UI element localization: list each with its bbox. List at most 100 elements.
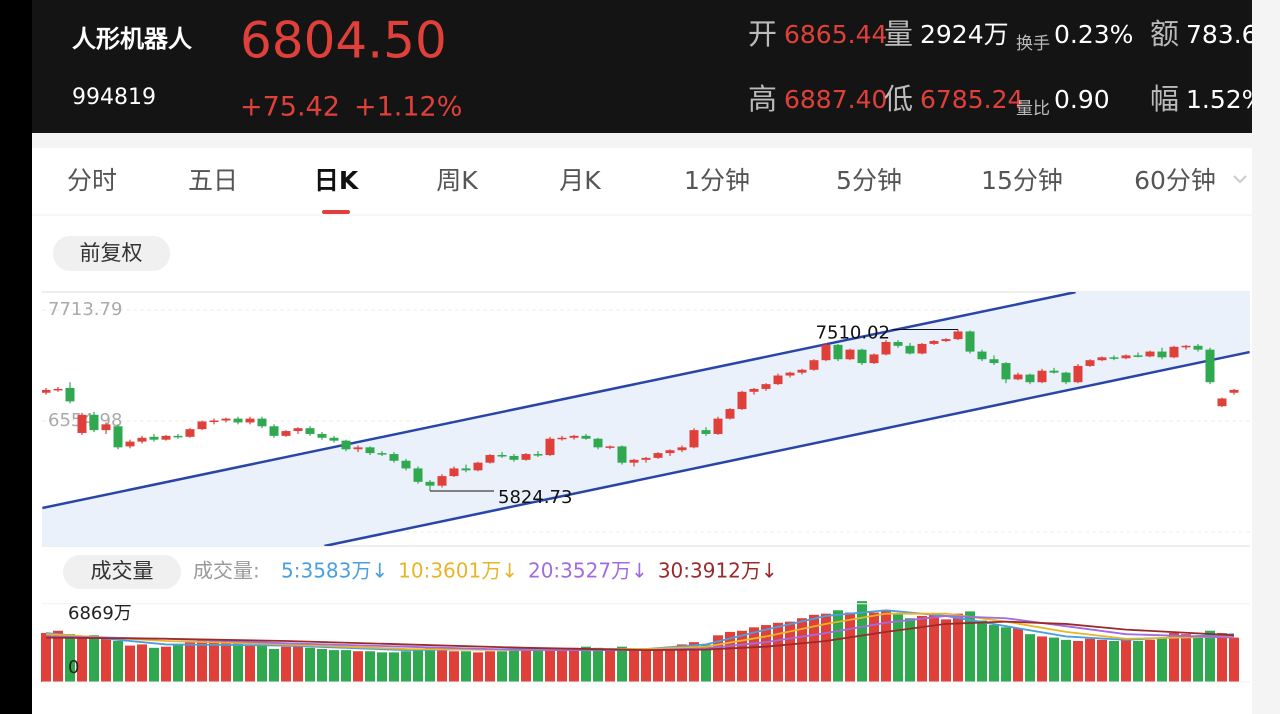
candle-body	[317, 433, 327, 438]
candle-body	[1157, 351, 1167, 358]
volume-bar	[869, 612, 879, 682]
volume-bar	[641, 648, 651, 682]
right-edge	[1252, 0, 1280, 714]
candle-body	[245, 418, 255, 423]
volume-bar	[1097, 639, 1107, 682]
volume-bar	[893, 613, 903, 682]
candle-body	[1181, 345, 1191, 348]
volume-bar	[401, 651, 411, 682]
volume-bar	[761, 625, 771, 682]
adjust-button[interactable]	[53, 236, 170, 271]
volume-bar	[245, 644, 255, 682]
tab[interactable]: 1分钟	[684, 166, 750, 195]
volume-bar	[737, 630, 747, 682]
candle-body	[1109, 357, 1119, 359]
stat-value: 1.52%	[1186, 85, 1265, 114]
volume-bar	[749, 627, 759, 682]
candle-body	[953, 331, 963, 340]
volume-bar	[809, 614, 819, 682]
candle-body	[797, 369, 807, 373]
volume-bar	[53, 630, 63, 682]
volume-bar	[605, 648, 615, 682]
candle-body	[977, 351, 987, 360]
tab[interactable]: 60分钟	[1134, 166, 1216, 195]
volume-bar	[305, 647, 315, 682]
candle-body	[1025, 374, 1035, 383]
volume-bar	[1013, 628, 1023, 682]
volume-bar	[1217, 633, 1227, 682]
candle-body	[1193, 345, 1203, 350]
stat-label: 幅	[1150, 82, 1179, 116]
tab[interactable]: 月K	[559, 166, 601, 195]
candle-body	[173, 435, 183, 438]
stat-label: 开	[748, 17, 777, 51]
candle-body	[665, 450, 675, 454]
volume-bar	[1061, 639, 1071, 682]
volume-bar	[1109, 641, 1119, 682]
candle-body	[833, 344, 843, 360]
volume-bar	[845, 612, 855, 682]
candle-body	[149, 436, 159, 440]
volume-bar	[329, 650, 339, 682]
volume-bar	[485, 651, 495, 682]
candle-body	[821, 344, 831, 361]
volume-bar	[905, 618, 915, 682]
candle-body	[761, 384, 771, 389]
volume-bar	[1193, 635, 1203, 682]
candle-body	[1169, 346, 1179, 358]
volume-label: 成交量:	[193, 559, 260, 583]
volume-bar	[1157, 637, 1167, 682]
volume-button[interactable]	[63, 555, 181, 589]
candle-body	[689, 430, 699, 448]
candle-body	[461, 468, 471, 471]
candle-body	[929, 341, 939, 344]
volume-bar	[509, 650, 519, 682]
stock-code: 994819	[72, 85, 156, 110]
candle-body	[557, 437, 567, 440]
volume-bar	[1205, 630, 1215, 682]
candle-body	[1073, 365, 1083, 383]
candle-body	[413, 468, 423, 482]
volume-bar	[701, 644, 711, 682]
stat-value: 6865.44	[784, 20, 887, 49]
candle-body	[77, 414, 87, 433]
candle-body	[785, 372, 795, 376]
volume-bar	[677, 644, 687, 682]
volume-bar	[713, 635, 723, 682]
stat-label: 低	[884, 82, 913, 116]
volume-bar	[341, 650, 351, 682]
candle-body	[185, 429, 195, 437]
volume-bar	[1145, 639, 1155, 682]
change-pct: +1.12%	[354, 92, 462, 123]
candle-body	[473, 462, 483, 471]
volume-bar	[89, 635, 99, 682]
candle-body	[221, 418, 231, 421]
tab[interactable]: 5分钟	[836, 166, 902, 195]
candle-body	[497, 455, 507, 457]
candle-body	[161, 435, 171, 440]
volume-bar	[593, 647, 603, 682]
candle-body	[1037, 370, 1047, 383]
volume-bar	[1025, 634, 1035, 682]
volume-bar	[125, 645, 135, 682]
candle-body	[617, 446, 627, 463]
candle-body	[869, 354, 879, 364]
tab[interactable]: 15分钟	[981, 166, 1063, 195]
tab[interactable]: 日K	[314, 166, 360, 195]
tab[interactable]: 五日	[188, 166, 238, 195]
candle-body	[209, 420, 219, 423]
candle-body	[137, 437, 147, 442]
tab[interactable]: 分时	[67, 166, 117, 195]
stat-value: 2924万	[920, 20, 1009, 49]
y-tick-label: 7713.79	[48, 299, 122, 320]
volume-bar	[1073, 641, 1083, 682]
candle-body	[1061, 372, 1071, 383]
tab-indicator	[322, 210, 350, 214]
tab-more[interactable]	[1233, 175, 1247, 184]
change: +75.42	[240, 92, 340, 123]
volume-bar	[77, 636, 87, 682]
stat-value: 6887.40	[784, 85, 887, 114]
header	[32, 0, 1252, 133]
candle-body	[737, 391, 747, 410]
tab[interactable]: 周K	[436, 166, 478, 195]
